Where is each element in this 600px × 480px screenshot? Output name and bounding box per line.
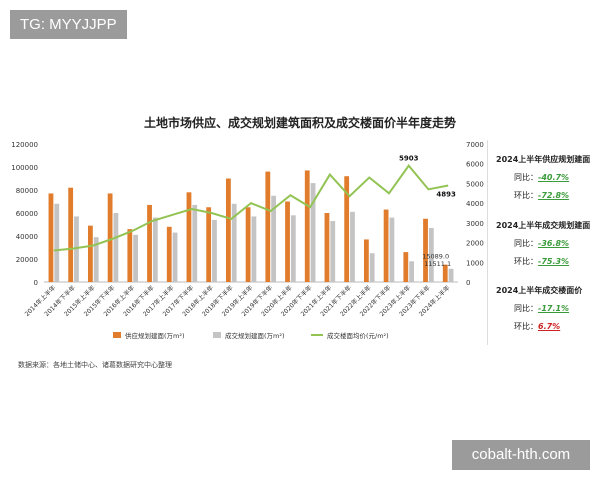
y-left-tick-label: 0 <box>34 279 38 287</box>
supply-summary: 2024上半年供应规划建面 同比：-40.7% 环比：-72.8% <box>496 154 596 208</box>
deal-qoq-value: -75.3% <box>538 257 570 266</box>
price-summary-title: 2024上半年成交楼面价 <box>496 286 583 295</box>
legend-swatch-supply <box>113 332 121 338</box>
bar-deal <box>113 213 119 282</box>
bar-supply <box>87 225 93 282</box>
supply-yoy-row: 同比：-40.7% <box>514 172 596 183</box>
bar-supply <box>68 187 74 282</box>
bar-deal <box>428 227 434 282</box>
y-right-tick-label: 4000 <box>466 200 484 208</box>
bar-deal <box>448 268 454 282</box>
y-left-tick-label: 60000 <box>16 210 38 218</box>
y-right-tick-label: 5000 <box>466 180 484 188</box>
price-line <box>53 163 449 252</box>
supply-yoy-value: -40.7% <box>538 173 570 182</box>
bar-deal <box>290 215 296 282</box>
legend-label-supply: 供应规划建面(万m²) <box>125 331 185 340</box>
supply-qoq-value: -72.8% <box>538 191 570 200</box>
price-qoq-row: 环比：6.7% <box>514 321 596 332</box>
supply-yoy-label: 同比： <box>514 173 538 182</box>
deal-yoy-label: 同比： <box>514 239 538 248</box>
deal-qoq-row: 环比：-75.3% <box>514 256 596 267</box>
y-right-tick-label: 2000 <box>466 240 484 248</box>
deal-summary-title: 2024上半年成交规划建面 <box>496 221 591 230</box>
bar-supply <box>265 171 271 282</box>
y-left-tick-label: 100000 <box>11 164 38 172</box>
y-left-tick-label: 40000 <box>16 233 38 241</box>
bar-deal <box>310 183 316 282</box>
bar-deal <box>271 195 277 282</box>
y-left-tick-label: 120000 <box>11 141 38 149</box>
bar-deal <box>93 237 99 282</box>
y-right-tick-label: 7000 <box>466 141 484 149</box>
peak-price-label: 5903 <box>399 155 419 163</box>
price-yoy-row: 同比：-17.1% <box>514 303 596 314</box>
bar-supply <box>423 218 428 282</box>
last-supply-label: 15089.0 <box>422 253 449 261</box>
watermark-top: TG: MYYJJPP <box>10 10 127 39</box>
y-right-tick-label: 0 <box>466 279 470 287</box>
bar-supply <box>225 178 231 282</box>
y-right-tick-label: 3000 <box>466 220 484 228</box>
bar-deal <box>389 217 395 282</box>
bar-supply <box>186 192 192 282</box>
price-qoq-label: 环比： <box>514 322 538 331</box>
bar-deal <box>251 216 257 282</box>
watermark-bottom: cobalt-hth.com <box>452 440 590 470</box>
deal-qoq-label: 环比： <box>514 257 538 266</box>
last-deal-label: 11511.1 <box>424 260 451 268</box>
bar-supply <box>166 226 172 282</box>
price-yoy-value: -17.1% <box>538 304 570 313</box>
price-summary: 2024上半年成交楼面价 同比：-17.1% 环比：6.7% <box>496 285 596 339</box>
deal-yoy-row: 同比：-36.8% <box>514 238 596 249</box>
bar-supply <box>206 207 212 282</box>
deal-summary: 2024上半年成交规划建面 同比：-36.8% 环比：-75.3% <box>496 220 596 274</box>
legend-label-deal: 成交规划建面(万m²) <box>225 331 285 340</box>
supply-summary-title: 2024上半年供应规划建面 <box>496 155 591 164</box>
bar-supply <box>48 193 54 282</box>
bar-supply <box>344 176 350 282</box>
y-right-tick-label: 6000 <box>466 161 484 169</box>
bar-supply <box>147 204 152 282</box>
bar-deal <box>409 261 415 282</box>
last-price-label: 4893 <box>436 191 456 199</box>
bar-deal <box>54 203 60 282</box>
bar-deal <box>231 203 237 282</box>
bar-supply <box>107 193 113 282</box>
bar-deal <box>212 219 217 282</box>
bar-deal <box>330 221 336 282</box>
summary-panel: 2024上半年供应规划建面 同比：-40.7% 环比：-72.8% 2024上半… <box>487 140 596 345</box>
bar-deal <box>74 216 79 282</box>
bar-deal <box>369 253 375 282</box>
bar-supply <box>127 229 133 282</box>
y-left-tick-label: 80000 <box>16 187 38 195</box>
supply-qoq-label: 环比： <box>514 191 538 200</box>
bar-supply <box>363 239 369 282</box>
chart-title: 土地市场供应、成交规划建筑面积及成交楼面价半年度走势 <box>143 116 456 130</box>
bar-supply <box>383 209 389 282</box>
bar-deal <box>192 204 198 282</box>
bar-deal <box>350 211 355 282</box>
bar-supply <box>324 213 330 282</box>
bar-supply <box>245 207 251 282</box>
y-left-tick-label: 20000 <box>16 256 38 264</box>
deal-yoy-value: -36.8% <box>538 239 570 248</box>
supply-qoq-row: 环比：-72.8% <box>514 190 596 201</box>
bar-supply <box>442 264 448 282</box>
data-source-note: 数据来源：各地土储中心、诸葛数据研究中心整理 <box>18 361 172 369</box>
bar-deal <box>133 234 139 282</box>
legend-swatch-deal <box>213 332 221 338</box>
price-qoq-value: 6.7% <box>538 322 561 331</box>
bar-deal <box>152 217 158 282</box>
bar-supply <box>285 201 290 282</box>
y-right-tick-label: 1000 <box>466 259 484 267</box>
bar-supply <box>403 252 409 282</box>
bar-deal <box>172 232 178 282</box>
price-yoy-label: 同比： <box>514 304 538 313</box>
legend-label-price: 成交楼面均价(元/m²) <box>327 331 389 340</box>
bar-supply <box>304 170 310 282</box>
